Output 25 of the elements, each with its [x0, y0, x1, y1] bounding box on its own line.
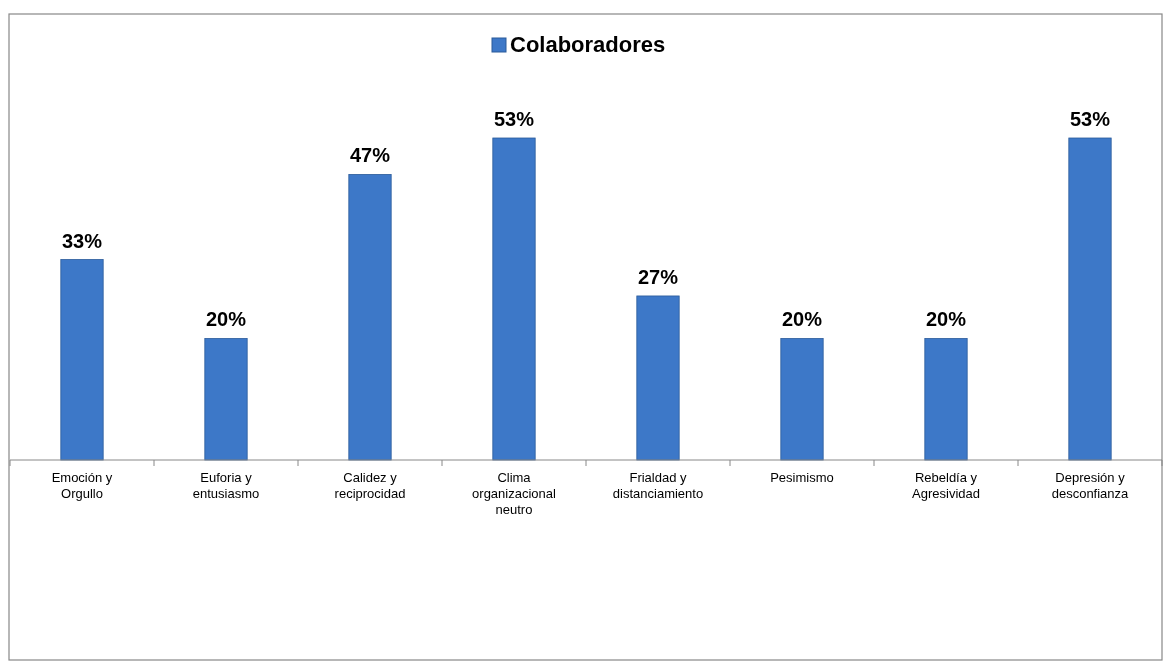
data-label: 53%: [493, 108, 535, 130]
data-label: 47%: [349, 144, 391, 167]
bar: [348, 174, 392, 461]
x-tick-label: Rebeldía y Agresividad: [912, 470, 980, 501]
data-label: 20%: [781, 308, 823, 331]
x-tick-label: Calidez y reciprocidad: [334, 470, 406, 501]
bar: [60, 259, 104, 461]
data-label: 53%: [1069, 108, 1111, 130]
x-tick-label: Depresión y desconfianza: [1051, 470, 1130, 501]
x-tick-label: Emoción y Orgullo: [51, 470, 113, 501]
data-label: 33%: [61, 229, 103, 252]
legend-label: Colaboradores: [510, 32, 666, 57]
bar: [1068, 137, 1112, 461]
x-tick-label: Frialdad y distanciamiento: [612, 470, 704, 501]
bar: [492, 137, 536, 461]
data-label: 20%: [925, 308, 967, 331]
x-tick-label: Euforia y entusiasmo: [192, 470, 260, 501]
bar: [924, 338, 968, 461]
x-tick-label: Pesimismo: [770, 470, 834, 485]
data-label: 20%: [205, 308, 247, 331]
data-label: 27%: [637, 265, 679, 288]
bar: [204, 338, 248, 461]
x-tick-label: Clima organizacional neutro: [472, 470, 557, 517]
bar: [780, 338, 824, 461]
bar: [636, 295, 680, 461]
